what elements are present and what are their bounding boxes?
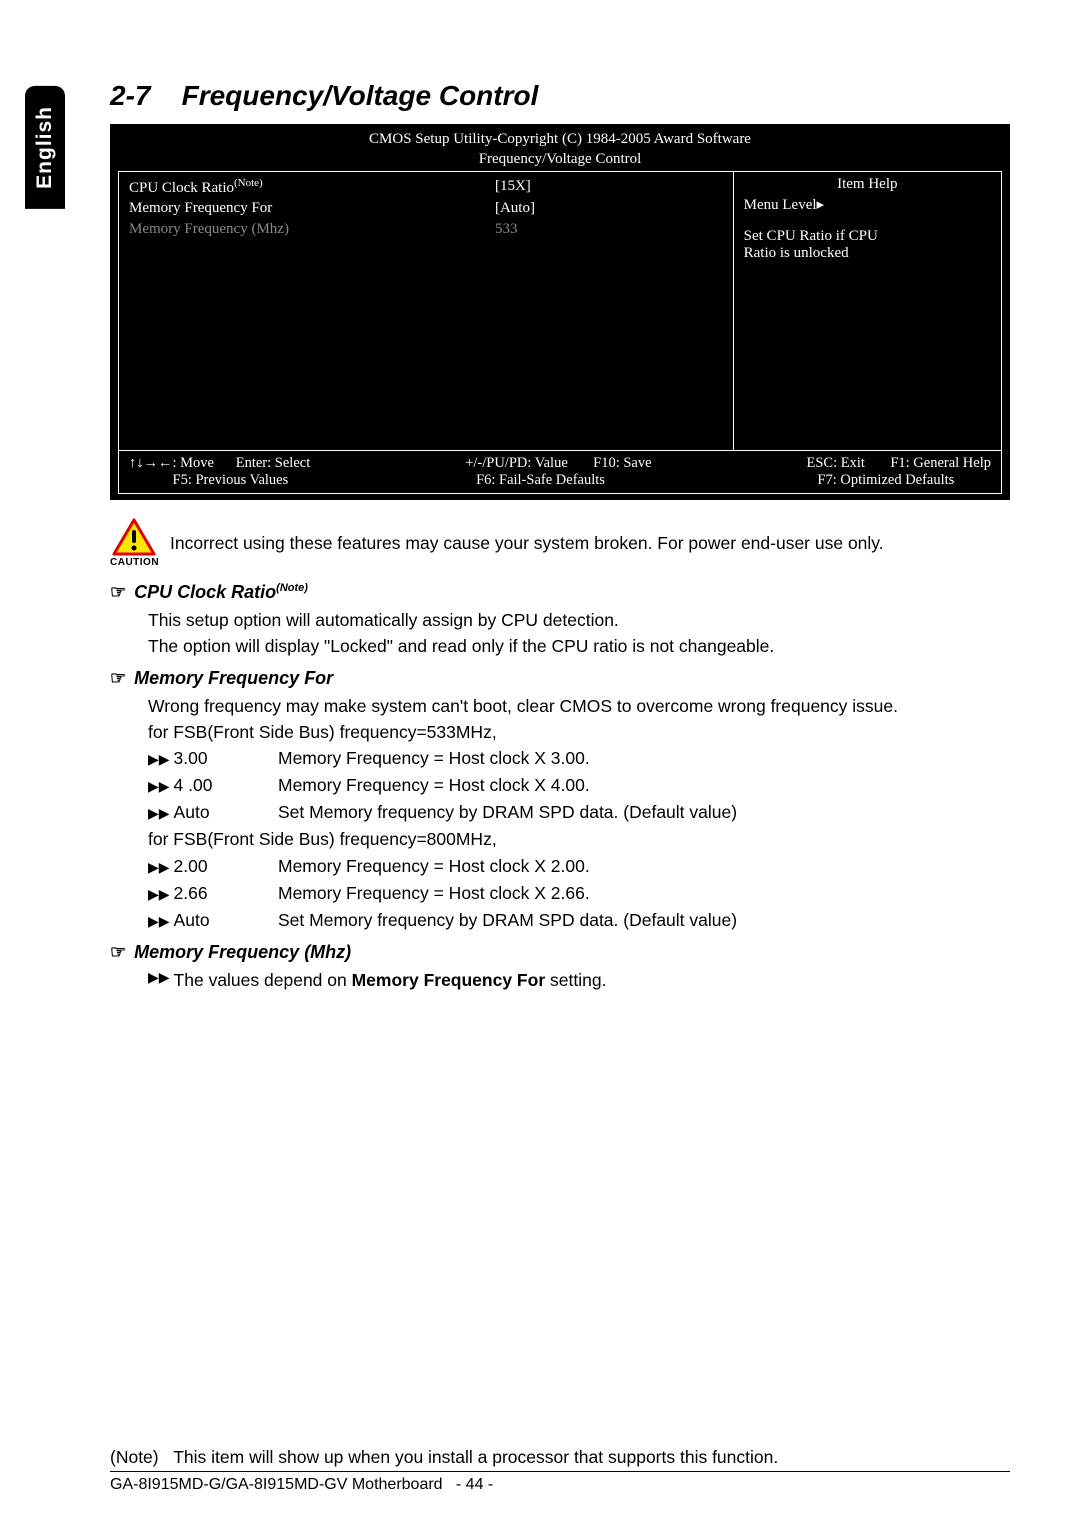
option-key: ▶▶3.00 <box>148 745 278 772</box>
body-text: for FSB(Front Side Bus) frequency=533MHz… <box>148 719 1010 745</box>
section-head-cpu-clock: ☞CPU Clock Ratio(Note) <box>110 582 1010 603</box>
body-text: The values depend on Memory Frequency Fo… <box>174 967 607 994</box>
bios-help-title: Item Help <box>744 176 991 193</box>
double-arrow-icon: ▶▶ <box>148 778 170 794</box>
bios-setting-row: Memory Frequency For [Auto] <box>129 198 723 218</box>
footer-page-number: - 44 - <box>456 1476 493 1493</box>
footnote: (Note) This item will show up when you i… <box>110 1447 1010 1468</box>
page-footer: GA-8I915MD-G/GA-8I915MD-GV Motherboard -… <box>110 1471 1010 1494</box>
bios-body: CPU Clock Ratio(Note) [15X] Memory Frequ… <box>118 171 1002 451</box>
note-label: (Note) <box>110 1447 159 1467</box>
double-arrow-icon: ▶▶ <box>148 859 170 875</box>
section-head-mem-freq-mhz: ☞Memory Frequency (Mhz) <box>110 942 1010 963</box>
option-value: Memory Frequency = Host clock X 3.00. <box>278 745 590 772</box>
title-number: 2-7 <box>110 80 150 111</box>
bios-header: CMOS Setup Utility-Copyright (C) 1984-20… <box>118 130 1002 169</box>
double-arrow-icon: ▶▶ <box>148 886 170 902</box>
pointer-icon: ☞ <box>110 668 126 689</box>
double-arrow-icon: ▶▶ <box>148 967 170 994</box>
bios-left-panel: CPU Clock Ratio(Note) [15X] Memory Frequ… <box>119 172 734 450</box>
note-text: This item will show up when you install … <box>173 1447 778 1467</box>
option-key: ▶▶4 .00 <box>148 772 278 799</box>
bios-footer: ↑↓→←: Move Enter: Select F5: Previous Va… <box>118 451 1002 494</box>
body-text: The option will display "Locked" and rea… <box>148 633 1010 659</box>
option-row: ▶▶AutoSet Memory frequency by DRAM SPD d… <box>148 907 1010 934</box>
option-value: Set Memory frequency by DRAM SPD data. (… <box>278 907 737 934</box>
double-arrow-icon: ▶▶ <box>148 805 170 821</box>
side-tab-english: English <box>25 86 65 209</box>
body-text: for FSB(Front Side Bus) frequency=800MHz… <box>148 826 1010 852</box>
option-table: ▶▶2.00Memory Frequency = Host clock X 2.… <box>148 853 1010 934</box>
bios-help-text: Ratio is unlocked <box>744 245 991 262</box>
bios-label: CPU Clock Ratio(Note) <box>129 176 425 198</box>
page-title: 2-7 Frequency/Voltage Control <box>110 80 1010 112</box>
option-key: ▶▶2.00 <box>148 853 278 880</box>
option-key: ▶▶Auto <box>148 907 278 934</box>
bios-header-line2: Frequency/Voltage Control <box>118 150 1002 170</box>
option-row: ▶▶2.00Memory Frequency = Host clock X 2.… <box>148 853 1010 880</box>
option-row: ▶▶ The values depend on Memory Frequency… <box>148 967 1010 994</box>
double-arrow-icon: ▶▶ <box>148 913 170 929</box>
option-row: ▶▶AutoSet Memory frequency by DRAM SPD d… <box>148 799 1010 826</box>
body-text: Wrong frequency may make system can't bo… <box>148 693 1010 719</box>
option-row: ▶▶4 .00Memory Frequency = Host clock X 4… <box>148 772 1010 799</box>
bios-footer-col: +/-/PU/PD: Value F10: Save F6: Fail-Safe… <box>465 455 651 489</box>
option-table: ▶▶3.00Memory Frequency = Host clock X 3.… <box>148 745 1010 826</box>
bios-value: 533 <box>425 219 723 239</box>
caution-text: Incorrect using these features may cause… <box>170 533 884 554</box>
page-content: 2-7 Frequency/Voltage Control CMOS Setup… <box>110 80 1010 994</box>
section-head-mem-freq-for: ☞Memory Frequency For <box>110 668 1010 689</box>
bios-setting-row: Memory Frequency (Mhz) 533 <box>129 219 723 239</box>
option-value: Set Memory frequency by DRAM SPD data. (… <box>278 799 737 826</box>
bios-footer-col: ↑↓→←: Move Enter: Select F5: Previous Va… <box>129 455 310 489</box>
option-value: Memory Frequency = Host clock X 2.00. <box>278 853 590 880</box>
bios-menu-level: Menu Level▸ <box>744 195 991 214</box>
caution-label: CAUTION <box>110 557 158 568</box>
bios-value: [Auto] <box>425 198 723 218</box>
option-row: ▶▶3.00Memory Frequency = Host clock X 3.… <box>148 745 1010 772</box>
double-arrow-icon: ▶▶ <box>148 751 170 767</box>
bios-value: [15X] <box>425 176 723 198</box>
option-key: ▶▶2.66 <box>148 880 278 907</box>
bios-screenshot: CMOS Setup Utility-Copyright (C) 1984-20… <box>110 124 1010 500</box>
option-table: ▶▶ The values depend on Memory Frequency… <box>148 967 1010 994</box>
caution-icon: CAUTION <box>110 518 158 568</box>
bios-label: Memory Frequency For <box>129 198 425 218</box>
bios-right-panel: Item Help Menu Level▸ Set CPU Ratio if C… <box>734 172 1001 450</box>
option-row: ▶▶2.66Memory Frequency = Host clock X 2.… <box>148 880 1010 907</box>
option-key: ▶▶Auto <box>148 799 278 826</box>
footer-product: GA-8I915MD-G/GA-8I915MD-GV Motherboard <box>110 1476 443 1493</box>
bios-footer-col: ESC: Exit F1: General Help F7: Optimized… <box>807 455 991 489</box>
bios-help-text: Set CPU Ratio if CPU <box>744 228 991 245</box>
title-text: Frequency/Voltage Control <box>182 80 539 111</box>
body-text: This setup option will automatically ass… <box>148 607 1010 633</box>
option-value: Memory Frequency = Host clock X 4.00. <box>278 772 590 799</box>
pointer-icon: ☞ <box>110 942 126 963</box>
bios-setting-row: CPU Clock Ratio(Note) [15X] <box>129 176 723 198</box>
bios-label: Memory Frequency (Mhz) <box>129 219 425 239</box>
bios-header-line1: CMOS Setup Utility-Copyright (C) 1984-20… <box>118 130 1002 150</box>
option-value: Memory Frequency = Host clock X 2.66. <box>278 880 590 907</box>
caution-block: CAUTION Incorrect using these features m… <box>110 518 1010 568</box>
pointer-icon: ☞ <box>110 582 126 603</box>
